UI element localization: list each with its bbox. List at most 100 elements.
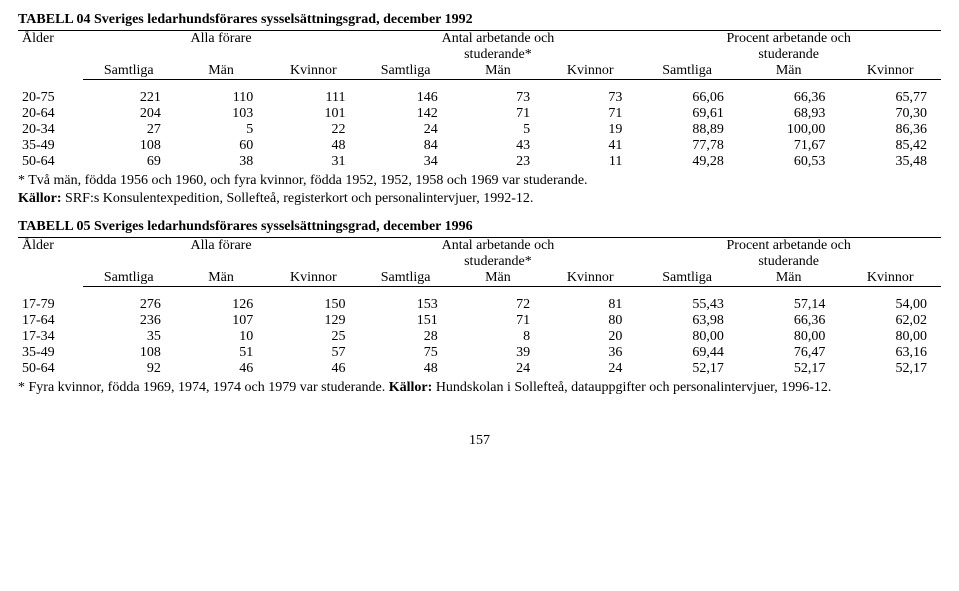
cell-value: 43 — [452, 138, 544, 154]
col-group-count: Antal arbetande och studerande* — [360, 238, 637, 271]
cell-value: 38 — [175, 154, 267, 170]
cell-value: 69,44 — [636, 345, 738, 361]
cell-value: 73 — [544, 90, 636, 106]
cell-age: 50-64 — [18, 361, 83, 377]
group2-line2: studerande* — [464, 47, 532, 62]
cell-value: 63,98 — [636, 313, 738, 329]
cell-age: 35-49 — [18, 345, 83, 361]
cell-value: 80,00 — [839, 329, 941, 345]
table05-title: TABELL 05 Sveriges ledarhundsförares sys… — [18, 219, 941, 235]
cell-value: 81 — [544, 297, 636, 313]
cell-value: 142 — [360, 106, 452, 122]
table05-footnote: * Fyra kvinnor, födda 1969, 1974, 1974 o… — [18, 379, 941, 397]
table04-subheader: SamtligaMänKvinnorSamtligaMänKvinnorSamt… — [18, 63, 941, 80]
cell-value: 63,16 — [839, 345, 941, 361]
cell-value: 62,02 — [839, 313, 941, 329]
cell-value: 52,17 — [738, 361, 840, 377]
cell-value: 31 — [267, 154, 359, 170]
subcol: Samtliga — [636, 63, 738, 80]
cell-value: 60,53 — [738, 154, 840, 170]
col-age: Ålder — [18, 238, 83, 287]
cell-value: 80,00 — [636, 329, 738, 345]
cell-value: 68,93 — [738, 106, 840, 122]
cell-value: 69,61 — [636, 106, 738, 122]
cell-age: 20-75 — [18, 90, 83, 106]
cell-value: 60 — [175, 138, 267, 154]
cell-age: 17-79 — [18, 297, 83, 313]
col-group-pct: Procent arbetande och studerande — [636, 31, 941, 64]
group2-line1: Antal arbetande och — [442, 238, 555, 253]
cell-value: 24 — [452, 361, 544, 377]
cell-value: 55,43 — [636, 297, 738, 313]
cell-value: 110 — [175, 90, 267, 106]
cell-value: 5 — [175, 122, 267, 138]
cell-value: 52,17 — [839, 361, 941, 377]
cell-value: 57,14 — [738, 297, 840, 313]
subcol: Män — [738, 63, 840, 80]
table-row: 50-6492464648242452,1752,1752,17 — [18, 361, 941, 377]
subcol: Kvinnor — [839, 270, 941, 287]
cell-value: 146 — [360, 90, 452, 106]
cell-value: 22 — [267, 122, 359, 138]
table-row: 35-49108515775393669,4476,4763,16 — [18, 345, 941, 361]
cell-value: 51 — [175, 345, 267, 361]
cell-value: 129 — [267, 313, 359, 329]
subcol: Kvinnor — [544, 270, 636, 287]
cell-value: 80,00 — [738, 329, 840, 345]
cell-value: 24 — [360, 122, 452, 138]
cell-value: 70,30 — [839, 106, 941, 122]
col-group-all: Alla förare — [83, 238, 360, 271]
cell-value: 36 — [544, 345, 636, 361]
cell-value: 71 — [452, 313, 544, 329]
cell-value: 101 — [267, 106, 359, 122]
table-row: 50-6469383134231149,2860,5335,48 — [18, 154, 941, 170]
cell-age: 50-64 — [18, 154, 83, 170]
cell-value: 86,36 — [839, 122, 941, 138]
cell-value: 57 — [267, 345, 359, 361]
cell-value: 276 — [83, 297, 175, 313]
table04-footnote: * Två män, födda 1956 och 1960, och fyra… — [18, 172, 941, 207]
source-label: Källor: — [389, 380, 433, 395]
cell-value: 73 — [452, 90, 544, 106]
cell-value: 10 — [175, 329, 267, 345]
cell-value: 100,00 — [738, 122, 840, 138]
cell-value: 85,42 — [839, 138, 941, 154]
footnote-text: * Fyra kvinnor, födda 1969, 1974, 1974 o… — [18, 380, 389, 395]
cell-value: 46 — [267, 361, 359, 377]
subcol: Kvinnor — [544, 63, 636, 80]
cell-value: 111 — [267, 90, 359, 106]
subcol: Samtliga — [83, 270, 175, 287]
group3-line1: Procent arbetande och — [727, 31, 851, 46]
cell-value: 39 — [452, 345, 544, 361]
cell-value: 24 — [544, 361, 636, 377]
table-row: 35-49108604884434177,7871,6785,42 — [18, 138, 941, 154]
table-row: 17-79276126150153728155,4357,1454,00 — [18, 297, 941, 313]
cell-value: 65,77 — [839, 90, 941, 106]
cell-value: 103 — [175, 106, 267, 122]
cell-value: 25 — [267, 329, 359, 345]
table05-subheader: SamtligaMänKvinnorSamtligaMänKvinnorSamt… — [18, 270, 941, 287]
cell-value: 108 — [83, 138, 175, 154]
source-text: Hundskolan i Sollefteå, datauppgifter oc… — [432, 380, 831, 395]
cell-value: 46 — [175, 361, 267, 377]
subcol: Samtliga — [636, 270, 738, 287]
source-label: Källor: — [18, 191, 62, 206]
cell-value: 48 — [267, 138, 359, 154]
cell-value: 76,47 — [738, 345, 840, 361]
group2-line2: studerande* — [464, 254, 532, 269]
table-row: 20-34275222451988,89100,0086,36 — [18, 122, 941, 138]
table04-body: 20-75221110111146737366,0666,3665,7720-6… — [18, 80, 941, 171]
cell-value: 71,67 — [738, 138, 840, 154]
col-group-pct: Procent arbetande och studerande — [636, 238, 941, 271]
cell-value: 66,36 — [738, 90, 840, 106]
cell-value: 20 — [544, 329, 636, 345]
page-number: 157 — [18, 433, 941, 449]
cell-value: 236 — [83, 313, 175, 329]
cell-value: 49,28 — [636, 154, 738, 170]
table05-body: 17-79276126150153728155,4357,1454,0017-6… — [18, 287, 941, 378]
cell-value: 107 — [175, 313, 267, 329]
cell-age: 17-64 — [18, 313, 83, 329]
cell-value: 66,36 — [738, 313, 840, 329]
cell-value: 204 — [83, 106, 175, 122]
table04: Ålder Alla förare Antal arbetande och st… — [18, 30, 941, 170]
